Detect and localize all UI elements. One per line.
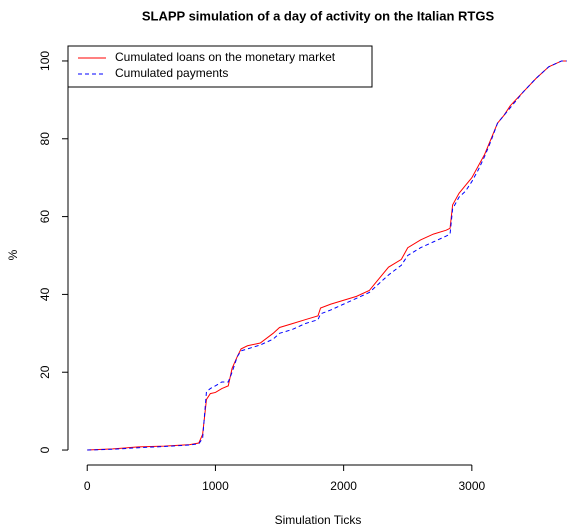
y-axis-label: %: [6, 249, 20, 260]
y-tick-label: 40: [38, 287, 52, 301]
x-tick-label: 0: [84, 479, 91, 493]
series-line: [87, 60, 567, 451]
chart-title: SLAPP simulation of a day of activity on…: [142, 8, 495, 23]
series-line: [87, 60, 567, 451]
x-tick-label: 1000: [202, 479, 229, 493]
x-tick-label: 2000: [330, 479, 357, 493]
y-tick-label: 0: [38, 446, 52, 453]
legend-label: Cumulated payments: [115, 66, 228, 80]
y-tick-label: 100: [38, 51, 52, 71]
y-tick-label: 20: [38, 365, 52, 379]
legend-label: Cumulated loans on the monetary market: [115, 50, 336, 64]
legend-box: [67, 45, 373, 88]
x-tick-label: 3000: [458, 479, 485, 493]
x-axis-label: Simulation Ticks: [275, 513, 362, 526]
y-tick-label: 80: [38, 132, 52, 146]
y-tick-label: 60: [38, 210, 52, 224]
